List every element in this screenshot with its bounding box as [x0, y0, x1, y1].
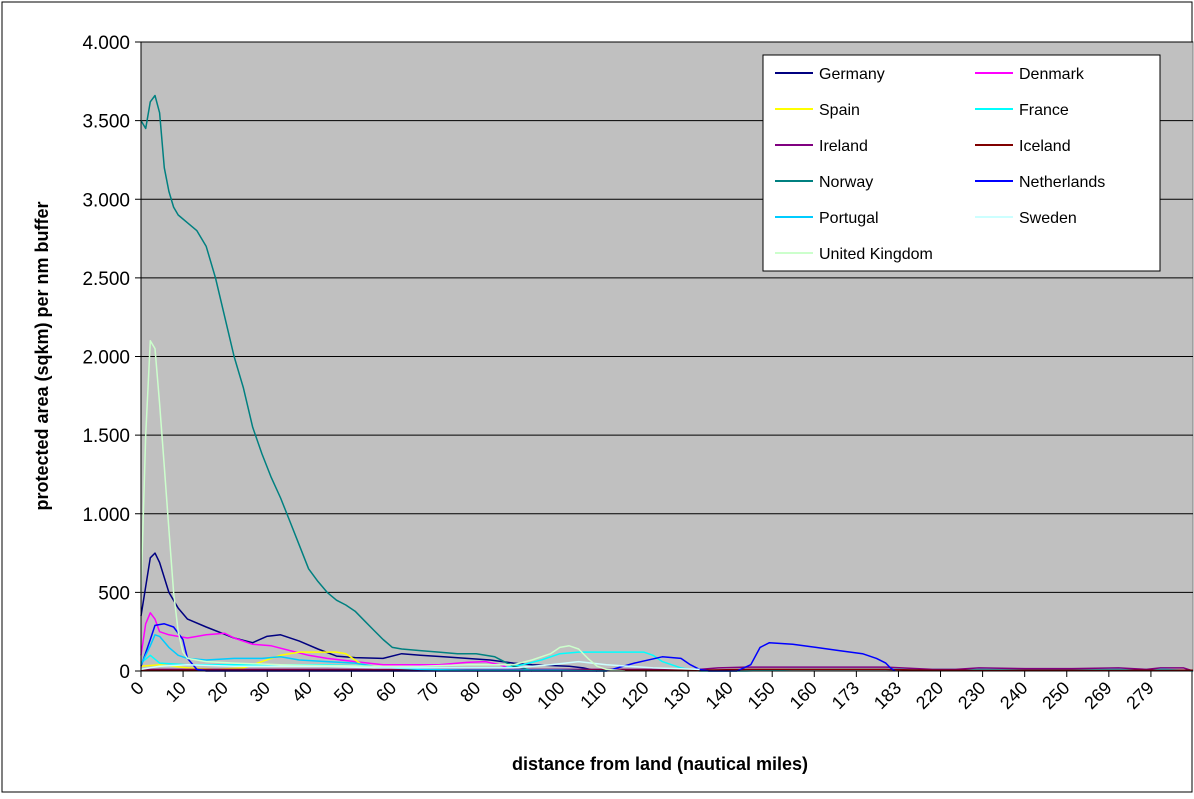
y-tick-label: 4.000	[82, 33, 130, 54]
y-tick-label: 500	[98, 583, 130, 604]
legend-label: Ireland	[819, 138, 868, 155]
series-line-ireland	[141, 666, 1194, 672]
legend-item: Norway	[775, 174, 873, 191]
series-lines	[140, 94, 1194, 672]
y-axis-title: protected area (sqkm) per nm buffer	[32, 201, 52, 510]
y-tick-label: 1.000	[82, 505, 130, 526]
series-line-sweden	[140, 660, 700, 671]
y-tick-label: 3.500	[82, 112, 130, 133]
legend-label: Denmark	[1019, 66, 1085, 83]
legend-item: Netherlands	[975, 174, 1105, 191]
legend: Germany Denmark Spain France Ireland Iceland N…	[762, 54, 1161, 272]
legend-item: France	[975, 102, 1069, 119]
legend-label: France	[1019, 102, 1069, 119]
legend-item: Ireland	[775, 138, 868, 155]
x-axis-title: distance from land (nautical miles)	[512, 754, 808, 774]
legend-item: Germany	[775, 66, 885, 83]
series-line-portugal	[140, 634, 607, 672]
legend-box	[762, 54, 1161, 272]
series-line-norway	[140, 94, 533, 672]
legend-item: Denmark	[975, 66, 1085, 83]
legend-item: Iceland	[975, 138, 1071, 155]
axes	[140, 42, 1193, 672]
legend-label: Norway	[819, 174, 873, 191]
y-tick-label: 3.000	[82, 190, 130, 211]
legend-label: Spain	[819, 102, 860, 119]
legend-item: Spain	[775, 102, 860, 119]
legend-label: Netherlands	[1019, 174, 1105, 191]
y-tick-label: 2.000	[82, 348, 130, 369]
legend-label: Germany	[819, 66, 885, 83]
series-line-iceland	[141, 668, 1193, 671]
legend-label: Iceland	[1019, 138, 1071, 155]
y-tick-labels: 0 500 1.000 1.500 2.000 2.500 3.000 3.500 4.000	[82, 33, 130, 683]
series-line-denmark	[140, 612, 523, 672]
legend-label: Portugal	[819, 210, 879, 227]
y-tick-label: 2.500	[82, 269, 130, 290]
legend-item: United Kingdom	[775, 246, 933, 263]
gridlines	[135, 41, 1193, 677]
legend-item: Portugal	[775, 210, 879, 227]
series-line-netherlands	[140, 623, 896, 672]
series-line-united-kingdom	[140, 340, 626, 672]
y-tick-label: 1.500	[82, 426, 130, 447]
legend-label: United Kingdom	[819, 246, 933, 263]
legend-label: Sweden	[1019, 210, 1077, 227]
legend-item: Sweden	[975, 210, 1077, 227]
y-tick-label: 0	[119, 662, 130, 683]
